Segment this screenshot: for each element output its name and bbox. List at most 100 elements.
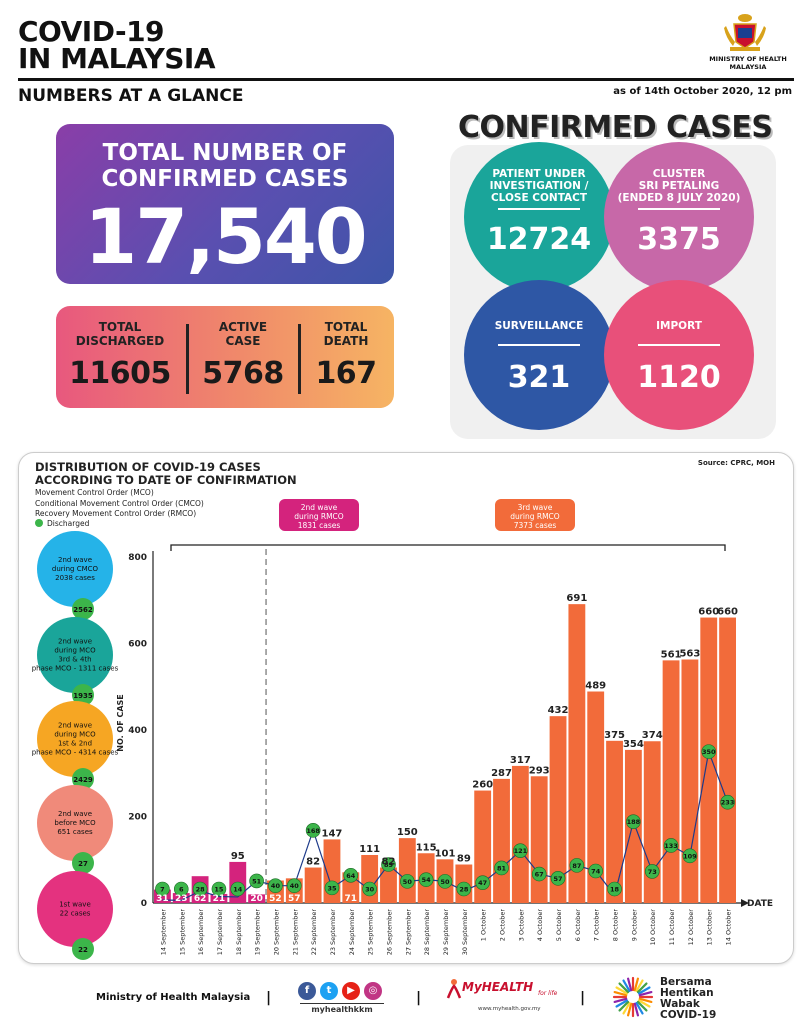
bar-value-label: 147 xyxy=(322,828,343,839)
summary-card: TOTAL DISCHARGED 11605 ACTIVE CASE 5768 TO… xyxy=(56,306,394,408)
x-tick-label: 19 September xyxy=(254,909,262,956)
burst-ray xyxy=(615,986,629,995)
discharged-point-label: 188 xyxy=(627,818,641,826)
bar-value-label: 89 xyxy=(457,854,471,865)
bar xyxy=(719,617,736,903)
bar xyxy=(587,691,605,903)
x-axis-label: DATE xyxy=(747,899,773,909)
side-wave-discharged-badge xyxy=(72,938,94,960)
discharged-point xyxy=(663,838,679,853)
bar-value-label: 101 xyxy=(435,848,456,859)
side-wave-label: before MCO xyxy=(54,819,96,827)
youtube-icon[interactable]: ▶ xyxy=(342,982,360,1000)
surveillance-label: SURVEILLANCE xyxy=(494,320,584,332)
discharged-point xyxy=(513,843,528,858)
wave-rmco-callout xyxy=(279,499,359,531)
cluster-value: 3375 xyxy=(637,222,721,257)
surveillance-circle: SURVEILLANCE 321 xyxy=(464,280,614,430)
bar xyxy=(700,617,718,903)
side-wave-circle xyxy=(37,785,113,861)
bar-value-label: 489 xyxy=(585,681,606,692)
x-tick-label: 5 October xyxy=(555,909,563,942)
cluster-circle: CLUSTER SRI PETALING (ENDED 8 JULY 2020) 3… xyxy=(604,142,754,292)
side-wave-label: 2nd wave xyxy=(58,810,92,818)
side-wave-circle xyxy=(37,701,113,777)
x-tick-label: 13 October xyxy=(706,909,714,946)
discharged-point-label: 28 xyxy=(459,886,469,894)
discharged-point xyxy=(569,858,585,873)
side-wave-label: during MCO xyxy=(54,647,96,655)
bar xyxy=(662,660,680,903)
side-wave-label: phase MCO - 4314 cases xyxy=(32,749,119,757)
discharged-point xyxy=(456,881,472,897)
pui-label: PATIENT UNDER INVESTIGATION / CLOSE CONTAC… xyxy=(489,168,589,204)
side-wave-discharged-label: 22 xyxy=(78,946,88,954)
discharged-point-label: 54 xyxy=(422,876,432,884)
myhealth-tagline: for life xyxy=(538,990,558,997)
bar-value-label: 660 xyxy=(717,607,738,618)
side-wave-label: 2nd wave xyxy=(58,556,92,564)
side-wave-discharged-label: 2562 xyxy=(73,606,93,614)
bar xyxy=(568,604,586,903)
instagram-icon[interactable]: ◎ xyxy=(364,982,382,1000)
bar-value-label: 691 xyxy=(566,593,587,604)
bar xyxy=(606,740,623,903)
import-value: 1120 xyxy=(637,360,721,395)
myhealth-logo: MyHEALTH xyxy=(462,980,534,994)
discharged-point xyxy=(437,874,453,889)
side-wave-discharged-label: 1935 xyxy=(73,692,93,700)
side-wave-discharged-badge xyxy=(72,684,94,706)
x-tick-label: 17 September xyxy=(216,909,224,956)
burst-ray xyxy=(626,977,633,992)
discharged-point-label: 64 xyxy=(346,872,356,880)
discharged-point-label: 30 xyxy=(365,886,375,894)
side-wave-discharged-badge xyxy=(72,598,94,620)
bar xyxy=(493,778,510,903)
y-tick-label: 800 xyxy=(128,553,147,563)
discharged-point-label: 350 xyxy=(702,748,716,756)
total-confirmed-label: TOTAL NUMBER OF CONFIRMED CASES xyxy=(101,140,349,192)
bar-value-label: 115 xyxy=(416,842,437,853)
burst-ray xyxy=(613,997,628,1004)
burst-ray xyxy=(613,990,628,997)
svg-text:2nd wave: 2nd wave xyxy=(301,503,338,512)
total-confirmed-value: 17,540 xyxy=(84,192,367,281)
burst-ray xyxy=(615,999,629,1008)
discharged-point xyxy=(701,744,717,759)
divider xyxy=(298,324,301,394)
discharged-point-label: 28 xyxy=(196,886,206,894)
x-axis-arrow-icon xyxy=(741,899,749,907)
import-label: IMPORT xyxy=(656,320,702,332)
bar-value-label: 31 xyxy=(156,894,169,904)
side-wave-circle xyxy=(37,531,113,607)
x-tick-label: 8 October xyxy=(612,909,620,942)
bar-value-label: 95 xyxy=(231,851,245,862)
legend-cmco: Conditional Movement Control Order (CMCO… xyxy=(35,499,204,508)
discharged-point xyxy=(494,860,509,876)
discharged-point-label: 67 xyxy=(535,871,544,879)
burst-ray xyxy=(618,1000,630,1012)
x-tick-label: 26 September xyxy=(385,909,393,956)
side-wave-label: phase MCO - 1311 cases xyxy=(32,665,119,673)
facebook-icon[interactable]: f xyxy=(298,982,316,1000)
bar xyxy=(380,867,397,903)
bar-value-label: 20 xyxy=(250,894,263,904)
discharged-point-label: 57 xyxy=(554,875,563,883)
discharged-point xyxy=(343,868,359,883)
as-of-timestamp: as of 14th October 2020, 12 pm xyxy=(613,86,792,97)
active-stat: ACTIVE CASE 5768 xyxy=(190,320,296,391)
side-wave-label: 22 cases xyxy=(60,910,91,918)
discharged-point xyxy=(362,881,377,897)
discharged-point xyxy=(286,878,302,894)
discharged-point-label: 87 xyxy=(572,862,581,870)
burst-ray xyxy=(638,990,653,997)
discharged-point-label: 18 xyxy=(610,886,620,894)
side-wave-label: 651 cases xyxy=(57,828,93,836)
bar-value-label: 57 xyxy=(288,894,301,904)
bar-value-label: 21 xyxy=(213,894,226,904)
x-tick-label: 22 September xyxy=(310,909,318,956)
twitter-icon[interactable]: t xyxy=(320,982,338,1000)
social-handle: myhealthkkm xyxy=(300,1003,384,1014)
side-wave-label: 1st wave xyxy=(59,901,91,909)
x-tick-label: 2 October xyxy=(499,909,507,942)
